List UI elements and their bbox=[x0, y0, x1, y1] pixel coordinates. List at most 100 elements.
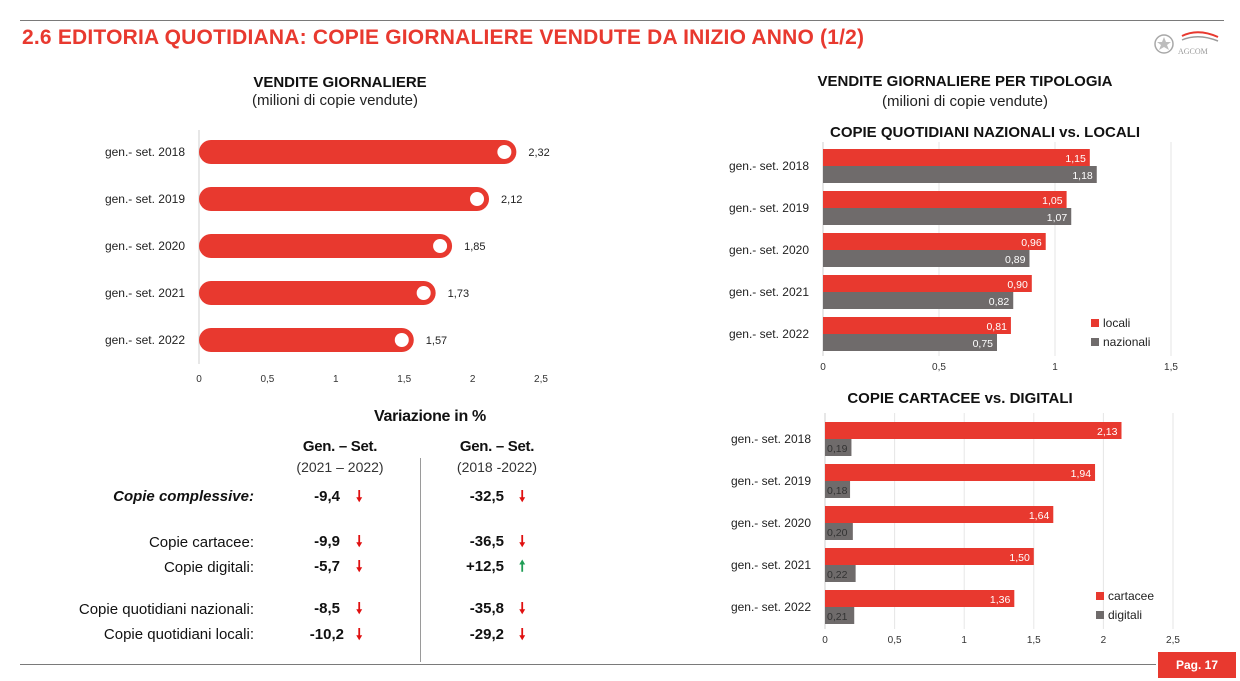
arrow-down-icon: 🠗 bbox=[356, 488, 363, 505]
row-value-complessive-2018-2022: -32,5 bbox=[469, 488, 504, 505]
legend-swatch bbox=[1096, 611, 1104, 619]
bar bbox=[825, 481, 851, 498]
bar bbox=[825, 439, 852, 456]
data-label: 0,81 bbox=[986, 321, 1007, 333]
data-label: 1,94 bbox=[1071, 468, 1092, 480]
x-tick-label: 0 bbox=[820, 362, 826, 373]
data-label: 0,89 bbox=[1005, 254, 1026, 266]
row-label-cartacee: Copie cartacee: bbox=[148, 534, 254, 551]
data-label: 0,22 bbox=[827, 569, 848, 581]
bar-end-dot bbox=[433, 239, 448, 253]
legend-label: cartacee bbox=[1108, 589, 1154, 603]
row-label-complessive: Copie complessive: bbox=[113, 488, 254, 505]
data-label: 1,36 bbox=[990, 594, 1011, 606]
data-label: 1,50 bbox=[1009, 552, 1030, 564]
vendite-chart: gen.- set. 2018 2,32 gen.- set. 2019 2,12 ge… bbox=[105, 130, 550, 385]
row-label-nazionali: Copie quotidiani nazionali: bbox=[78, 601, 254, 618]
bar-end-dot bbox=[470, 192, 485, 206]
x-tick-label: 0,5 bbox=[932, 362, 946, 373]
row-value-cartacee-2018-2022: -36,5 bbox=[469, 533, 504, 550]
bottom-rule bbox=[20, 664, 1156, 665]
nazionali-locali-title: COPIE QUOTIDIANI NAZIONALI vs. LOCALI bbox=[829, 124, 1140, 141]
bar bbox=[825, 607, 855, 624]
category-label: gen.- set. 2021 bbox=[105, 286, 185, 300]
bar bbox=[825, 523, 853, 540]
bar bbox=[825, 590, 1015, 607]
bar-end-dot bbox=[497, 145, 512, 159]
category-label: gen.- set. 2020 bbox=[105, 239, 185, 253]
agcom-emblem-icon bbox=[1154, 31, 1219, 54]
bar bbox=[825, 464, 1096, 481]
page-number: Pag. 17 bbox=[1158, 652, 1236, 678]
bar bbox=[823, 334, 997, 351]
top-rule bbox=[20, 20, 1224, 21]
col1-sub: (2021 – 2022) bbox=[296, 459, 384, 475]
category-label: gen.- set. 2018 bbox=[105, 145, 185, 159]
category-label: gen.- set. 2020 bbox=[731, 516, 811, 530]
bar bbox=[823, 149, 1090, 166]
x-tick-label: 2,5 bbox=[534, 374, 548, 385]
category-label: gen.- set. 2022 bbox=[729, 327, 809, 341]
bar bbox=[825, 506, 1054, 523]
row-value-nazionali-2018-2022: -35,8 bbox=[469, 600, 504, 617]
legend-swatch bbox=[1091, 338, 1099, 346]
legend-label: locali bbox=[1103, 316, 1130, 330]
bar bbox=[199, 234, 453, 258]
agcom-logo bbox=[1152, 28, 1224, 60]
right-section-title: VENDITE GIORNALIERE PER TIPOLOGIA bbox=[817, 73, 1113, 90]
data-label: 2,13 bbox=[1097, 426, 1118, 438]
bar bbox=[823, 275, 1032, 292]
bar bbox=[825, 565, 856, 582]
data-label: 0,20 bbox=[827, 527, 848, 539]
x-tick-label: 1,5 bbox=[1027, 635, 1041, 646]
data-label: 2,32 bbox=[528, 147, 549, 159]
x-tick-label: 1,5 bbox=[397, 374, 411, 385]
column-separator bbox=[420, 458, 421, 662]
category-label: gen.- set. 2021 bbox=[731, 558, 811, 572]
arrow-up-icon: 🠕 bbox=[519, 558, 526, 575]
bar bbox=[823, 292, 1014, 309]
bar-end-dot bbox=[416, 286, 431, 300]
col2-head: Gen. – Set. bbox=[459, 438, 535, 455]
category-label: gen.- set. 2018 bbox=[729, 159, 809, 173]
arrow-down-icon: 🠗 bbox=[519, 488, 526, 505]
row-value-complessive-2021-2022: -9,4 bbox=[314, 488, 340, 505]
nazionali-locali-chart: 0 0,5 1 1,5 gen.- set. 2018 1,15 1,18 gen.- set… bbox=[729, 142, 1178, 373]
data-label: 0,21 bbox=[827, 611, 848, 623]
row-value-locali-2021-2022: -10,2 bbox=[309, 626, 344, 643]
bar bbox=[823, 166, 1097, 183]
bar bbox=[823, 208, 1072, 225]
x-tick-label: 1,5 bbox=[1164, 362, 1178, 373]
x-tick-label: 0,5 bbox=[260, 374, 274, 385]
bar-end-dot bbox=[394, 333, 409, 347]
data-label: 2,12 bbox=[501, 194, 522, 206]
category-label: gen.- set. 2019 bbox=[105, 192, 185, 206]
legend-swatch bbox=[1096, 592, 1104, 600]
bar bbox=[823, 233, 1046, 250]
col2-sub: (2018 -2022) bbox=[456, 459, 538, 475]
bar bbox=[823, 317, 1011, 334]
x-tick-label: 2 bbox=[1101, 635, 1107, 646]
data-label: 1,85 bbox=[464, 241, 485, 253]
data-label: 0,96 bbox=[1021, 237, 1042, 249]
bar bbox=[825, 548, 1034, 565]
col1-head: Gen. – Set. bbox=[302, 438, 378, 455]
data-label: 1,73 bbox=[448, 288, 469, 300]
variation-title: Variazione in % bbox=[374, 408, 486, 425]
left-chart-subtitle: (milioni di copie vendute) bbox=[252, 92, 418, 109]
arrow-down-icon: 🠗 bbox=[356, 626, 363, 643]
data-label: 0,90 bbox=[1007, 279, 1028, 291]
cartacee-digitali-title: COPIE CARTACEE vs. DIGITALI bbox=[847, 390, 1073, 407]
data-label: 0,82 bbox=[989, 296, 1010, 308]
x-tick-label: 2,5 bbox=[1166, 635, 1180, 646]
x-tick-label: 2 bbox=[470, 374, 476, 385]
category-label: gen.- set. 2022 bbox=[731, 600, 811, 614]
data-label: 1,15 bbox=[1065, 153, 1086, 165]
x-tick-label: 1 bbox=[1052, 362, 1058, 373]
bar bbox=[199, 187, 490, 211]
row-value-digitali-2021-2022: -5,7 bbox=[314, 558, 340, 575]
category-label: gen.- set. 2020 bbox=[729, 243, 809, 257]
data-label: 1,18 bbox=[1072, 170, 1093, 182]
bar bbox=[199, 281, 436, 305]
x-tick-label: 0,5 bbox=[888, 635, 902, 646]
